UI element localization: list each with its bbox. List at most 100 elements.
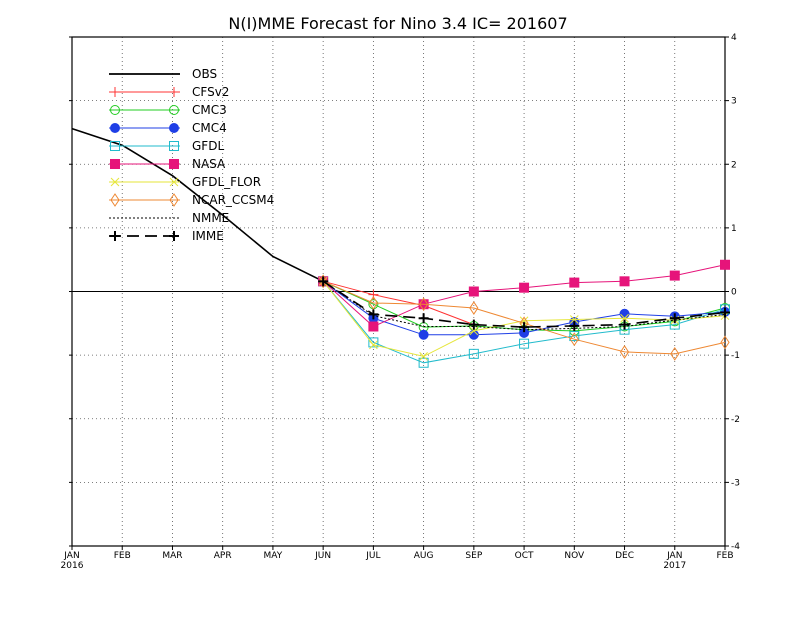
x-tick-label: FEB: [114, 551, 131, 561]
data-point-imme: [418, 313, 429, 324]
y-tick-label: -4: [731, 542, 740, 552]
data-point-gfdl: [368, 337, 379, 348]
x-tick-label: APR: [214, 551, 232, 561]
series-imme: [318, 276, 730, 333]
data-point-gfdl-flor: [369, 340, 378, 350]
series-cfsv2: [318, 276, 479, 330]
legend-marker-cmc4: [110, 123, 120, 133]
legend-marker-gfdl-flor: [110, 177, 120, 187]
series-obs: [71, 127, 324, 283]
data-point-gfdl-flor: [620, 313, 629, 323]
y-tick-label: 3: [731, 97, 737, 107]
data-point-ncar-ccsm4: [368, 296, 378, 310]
legend-entry-gfdl: GFDL: [109, 139, 224, 153]
x-tick-label: MAR: [162, 551, 182, 561]
data-point-imme: [368, 309, 379, 320]
legend-label-ncar-ccsm4: NCAR_CCSM4: [192, 193, 274, 207]
data-point-ncar-ccsm4: [569, 332, 579, 347]
data-point-gfdl-flor: [469, 326, 479, 336]
x-tick-label: NOV: [564, 551, 585, 561]
legend-entry-nmme: NMME: [109, 211, 229, 225]
legend-marker-cmc3: [169, 105, 179, 115]
data-point-nasa: [519, 282, 530, 293]
legend-marker-imme: [110, 231, 120, 241]
data-point-gfdl: [468, 348, 479, 359]
year-label: 2016: [61, 561, 84, 571]
data-point-nasa: [619, 276, 630, 287]
legend-marker-imme: [169, 231, 179, 241]
y-tick-label: 4: [731, 33, 737, 43]
legend-marker-ncar-ccsm4: [169, 193, 179, 207]
legend-entry-nasa: NASA: [109, 157, 226, 171]
y-tick-label: 1: [731, 224, 737, 234]
legend-entry-obs: OBS: [109, 67, 217, 81]
x-tick-label: JUN: [314, 551, 331, 561]
legend-marker-gfdl-flor: [169, 177, 179, 187]
x-tick-label: SEP: [465, 551, 482, 561]
legend-marker-gfdl: [169, 141, 179, 151]
data-point-ncar-ccsm4: [670, 346, 680, 361]
legend-label-cmc4: CMC4: [192, 121, 227, 135]
x-tick-label: OCT: [515, 551, 534, 561]
data-point-cfsv2: [368, 289, 379, 300]
data-point-cmc4: [619, 308, 630, 319]
legend-entry-ncar-ccsm4: NCAR_CCSM4: [109, 193, 274, 207]
legend-label-obs: OBS: [192, 67, 217, 81]
legend-label-nasa: NASA: [192, 157, 226, 171]
legend-marker-cmc3: [110, 105, 120, 115]
legend-label-cfsv2: CFSv2: [192, 85, 229, 99]
legend-marker-ncar-ccsm4: [110, 193, 120, 207]
data-point-imme: [519, 322, 530, 333]
x-tick-label: JUL: [365, 551, 380, 561]
legend-marker-gfdl: [110, 141, 120, 151]
y-tick-label: -2: [731, 415, 740, 425]
data-point-gfdl-flor: [519, 316, 529, 326]
data-point-nasa: [569, 277, 580, 288]
chart-title: N(I)MME Forecast for Nino 3.4 IC= 201607: [228, 14, 567, 33]
chart-legend: OBS CFSv2 CMC3 CMC4 GFDL NASA GFDL_FLOR NCAR_CC…: [109, 67, 274, 243]
data-point-gfdl: [519, 338, 530, 349]
data-point-gfdl-flor: [569, 315, 579, 324]
data-point-nasa: [720, 259, 730, 270]
series-line-obs: [71, 127, 324, 283]
data-point-ncar-ccsm4: [619, 345, 630, 359]
data-point-imme: [318, 276, 329, 287]
x-tick-label: AUG: [414, 551, 434, 561]
x-tick-label: MAY: [264, 551, 283, 561]
data-point-ncar-ccsm4: [419, 297, 429, 312]
data-point-ncar-ccsm4: [720, 335, 730, 350]
legend-entry-gfdl-flor: GFDL_FLOR: [109, 175, 261, 189]
x-tick-label: JAN: [666, 551, 682, 561]
axis-ticks: JAN FEB MAR APR MAY JUN JUL AUG SEP OCT NOV DEC JAN F…: [61, 33, 741, 571]
legend-marker-nasa: [169, 159, 179, 169]
y-tick-label: -1: [731, 351, 740, 361]
legend-marker-cfsv2: [110, 87, 120, 97]
data-point-cmc4: [418, 329, 429, 340]
data-point-gfdl-flor: [419, 352, 428, 361]
x-tick-label: JAN: [63, 551, 79, 561]
series-nasa: [318, 259, 730, 332]
data-point-imme: [468, 319, 479, 330]
year-label: 2017: [663, 561, 686, 571]
series-line-cfsv2: [323, 280, 474, 326]
y-tick-label: -3: [731, 478, 740, 488]
series-line-imme: [322, 280, 726, 328]
data-point-nasa: [368, 321, 379, 332]
x-tick-label: DEC: [615, 551, 634, 561]
legend-marker-nasa: [110, 159, 120, 169]
legend-entry-imme: IMME: [109, 229, 224, 243]
legend-label-gfdl-flor: GFDL_FLOR: [192, 175, 261, 189]
data-point-nasa: [468, 286, 479, 297]
data-point-gfdl: [418, 357, 429, 368]
legend-entry-cmc4: CMC4: [109, 121, 227, 135]
legend-marker-cfsv2: [169, 87, 179, 97]
legend-label-cmc3: CMC3: [192, 103, 227, 117]
y-tick-label: 0: [731, 288, 737, 298]
grid-lines: [72, 37, 725, 546]
data-point-imme: [619, 319, 630, 330]
data-point-nasa: [669, 270, 680, 281]
legend-label-gfdl: GFDL: [192, 139, 224, 153]
data-point-imme: [569, 320, 580, 331]
data-point-ncar-ccsm4: [318, 274, 328, 289]
